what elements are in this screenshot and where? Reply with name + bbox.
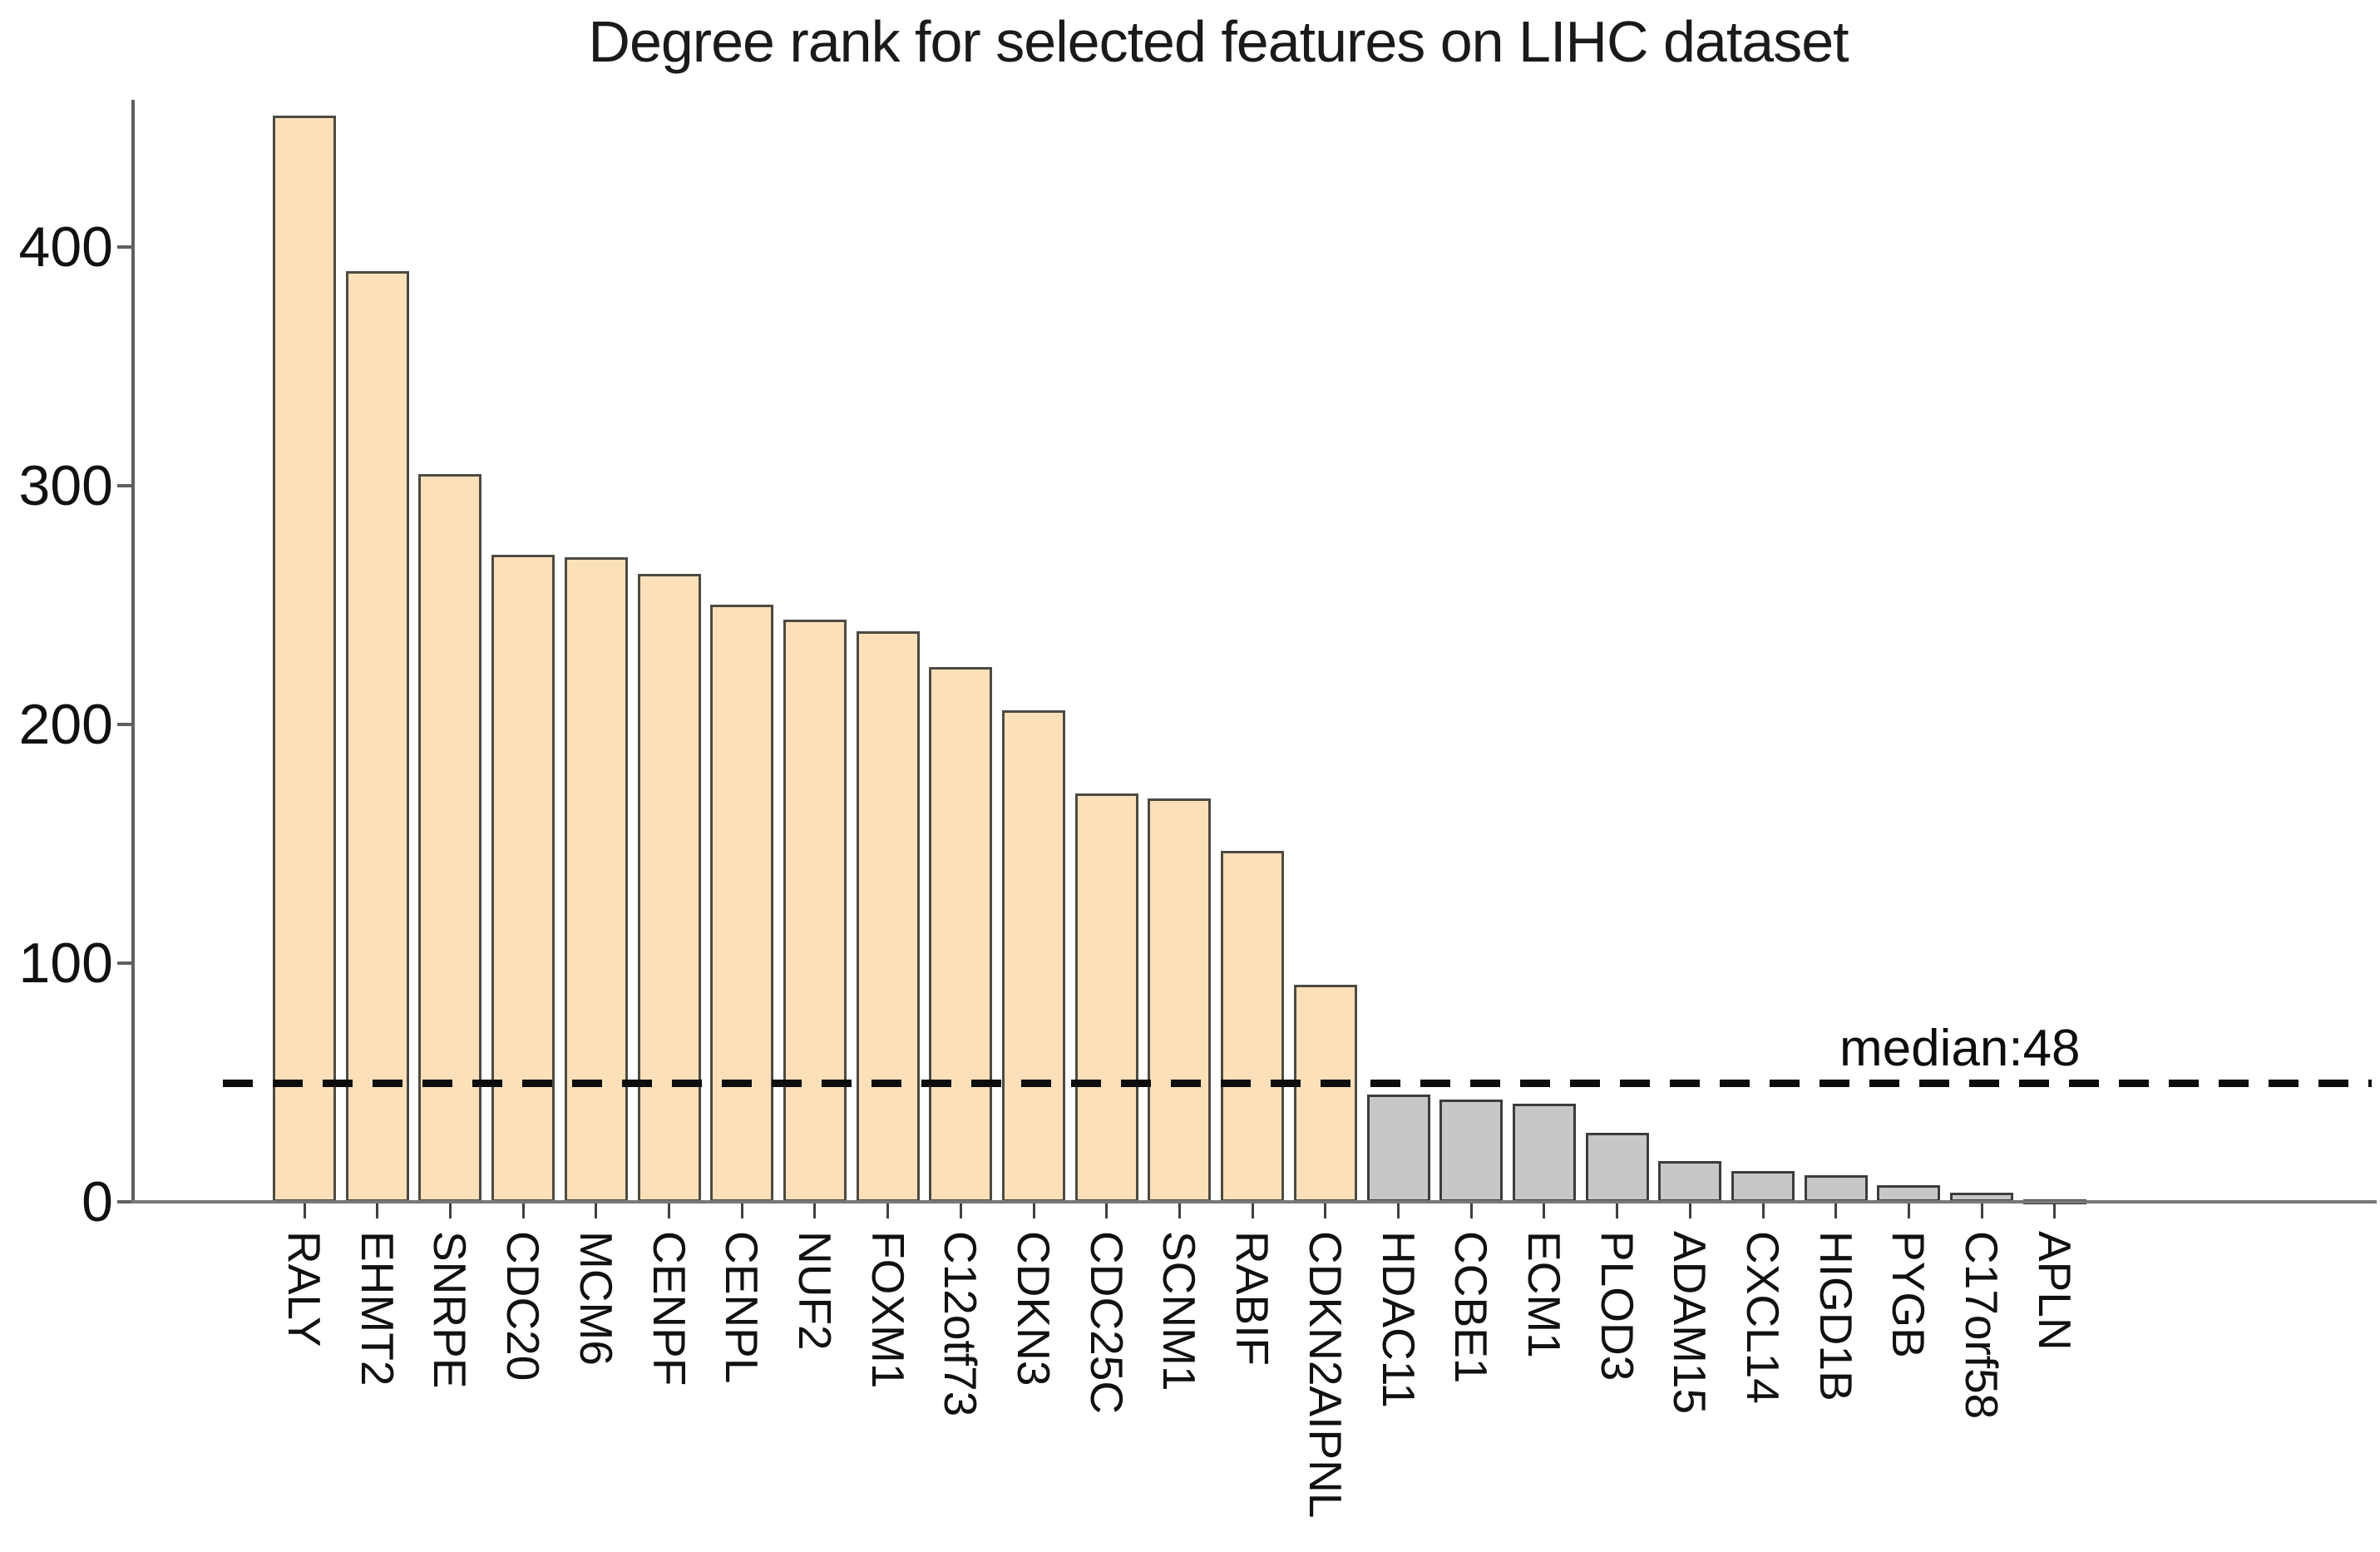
y-tick-100 — [117, 961, 131, 965]
bar-CENPL — [710, 605, 773, 1202]
y-label-200: 200 — [18, 693, 113, 756]
bar-MCM6 — [565, 557, 628, 1202]
x-label-CDC25C: CDC25C — [1081, 1231, 1133, 1415]
x-tick-ECM1 — [1543, 1204, 1545, 1218]
x-label-CDKN3: CDKN3 — [1008, 1231, 1059, 1386]
bar-PYGB — [1877, 1185, 1940, 1202]
y-tick-300 — [117, 484, 131, 487]
x-label-CDC20: CDC20 — [497, 1231, 549, 1381]
x-tick-SCNM1 — [1178, 1204, 1181, 1218]
bar-RABIF — [1221, 851, 1284, 1202]
x-axis-line — [131, 1200, 2377, 1204]
bar-FOXM1 — [857, 631, 920, 1202]
x-label-CXCL14: CXCL14 — [1737, 1231, 1789, 1404]
x-tick-NUF2 — [813, 1204, 816, 1218]
x-label-CENPL: CENPL — [716, 1231, 768, 1384]
bar-CDC20 — [491, 555, 555, 1202]
x-label-HDAC11: HDAC11 — [1373, 1231, 1425, 1408]
median-dashed-line — [223, 1080, 2372, 1087]
x-tick-C17orf58 — [1981, 1204, 1983, 1218]
x-tick-SNRPE — [449, 1204, 452, 1218]
bar-CENPF — [638, 574, 701, 1202]
x-tick-PYGB — [1908, 1204, 1910, 1218]
bar-ADAM15 — [1658, 1161, 1721, 1202]
bar-HDAC11 — [1367, 1095, 1430, 1202]
y-label-400: 400 — [18, 215, 113, 279]
y-tick-200 — [117, 723, 131, 726]
bar-CCBE1 — [1439, 1100, 1503, 1202]
y-label-100: 100 — [18, 932, 113, 995]
x-tick-RALY — [304, 1204, 306, 1218]
x-label-NUF2: NUF2 — [789, 1231, 841, 1351]
bar-CDKN2AIPNL — [1294, 985, 1357, 1202]
x-tick-HDAC11 — [1397, 1204, 1400, 1218]
bar-C12otf73 — [929, 667, 992, 1202]
x-tick-EHMT2 — [376, 1204, 378, 1218]
x-tick-CENPL — [741, 1204, 743, 1218]
x-label-CENPF: CENPF — [644, 1231, 695, 1386]
bar-SCNM1 — [1148, 798, 1211, 1202]
x-label-PLOD3: PLOD3 — [1592, 1231, 1643, 1381]
x-label-ADAM15: ADAM15 — [1664, 1231, 1716, 1415]
bar-CDKN3 — [1002, 710, 1065, 1202]
x-tick-CENPF — [668, 1204, 670, 1218]
x-tick-PLOD3 — [1616, 1204, 1618, 1218]
median-label: median:48 — [1839, 1020, 2081, 1077]
x-tick-CCBE1 — [1470, 1204, 1473, 1218]
x-label-C12otf73: C12otf73 — [935, 1231, 986, 1417]
x-label-RABIF: RABIF — [1227, 1231, 1278, 1366]
y-tick-400 — [117, 245, 131, 249]
x-label-SNRPE: SNRPE — [424, 1231, 476, 1389]
x-label-RALY: RALY — [279, 1231, 330, 1347]
x-label-APLN: APLN — [2029, 1231, 2081, 1351]
x-tick-CDC20 — [522, 1204, 525, 1218]
x-label-MCM6: MCM6 — [570, 1231, 622, 1366]
bar-CDC25C — [1075, 793, 1138, 1202]
x-tick-FOXM1 — [886, 1204, 889, 1218]
x-tick-CDKN3 — [1033, 1204, 1035, 1218]
x-tick-ADAM15 — [1689, 1204, 1691, 1218]
x-label-PYGB: PYGB — [1883, 1231, 1934, 1358]
x-label-FOXM1: FOXM1 — [862, 1231, 914, 1389]
x-label-HIGD1B: HIGD1B — [1810, 1231, 1862, 1401]
bar-CXCL14 — [1731, 1171, 1795, 1202]
x-tick-HIGD1B — [1834, 1204, 1837, 1218]
x-tick-C12otf73 — [960, 1204, 962, 1218]
y-label-300: 300 — [18, 454, 113, 517]
y-tick-0 — [117, 1200, 131, 1204]
chart-title: Degree rank for selected features on LIH… — [588, 9, 1849, 74]
x-tick-CXCL14 — [1762, 1204, 1765, 1218]
bar-PLOD3 — [1586, 1133, 1649, 1202]
x-label-CCBE1: CCBE1 — [1445, 1231, 1497, 1384]
bar-NUF2 — [783, 620, 847, 1202]
x-tick-MCM6 — [595, 1204, 597, 1218]
x-label-C17orf58: C17orf58 — [1956, 1231, 2007, 1420]
bar-EHMT2 — [346, 271, 409, 1202]
bar-HIGD1B — [1805, 1175, 1868, 1202]
x-label-CDKN2AIPNL: CDKN2AIPNL — [1300, 1231, 1351, 1519]
x-tick-APLN — [2053, 1204, 2056, 1218]
x-tick-CDKN2AIPNL — [1324, 1204, 1326, 1218]
x-label-ECM1: ECM1 — [1518, 1231, 1570, 1358]
y-axis-line — [131, 100, 135, 1204]
x-label-SCNM1: SCNM1 — [1153, 1231, 1205, 1391]
y-label-0: 0 — [81, 1170, 113, 1233]
x-tick-CDC25C — [1105, 1204, 1108, 1218]
bar-RALY — [273, 116, 336, 1202]
bar-SNRPE — [418, 474, 481, 1202]
bar-ECM1 — [1513, 1104, 1576, 1202]
x-label-EHMT2: EHMT2 — [352, 1231, 403, 1386]
x-tick-RABIF — [1252, 1204, 1254, 1218]
